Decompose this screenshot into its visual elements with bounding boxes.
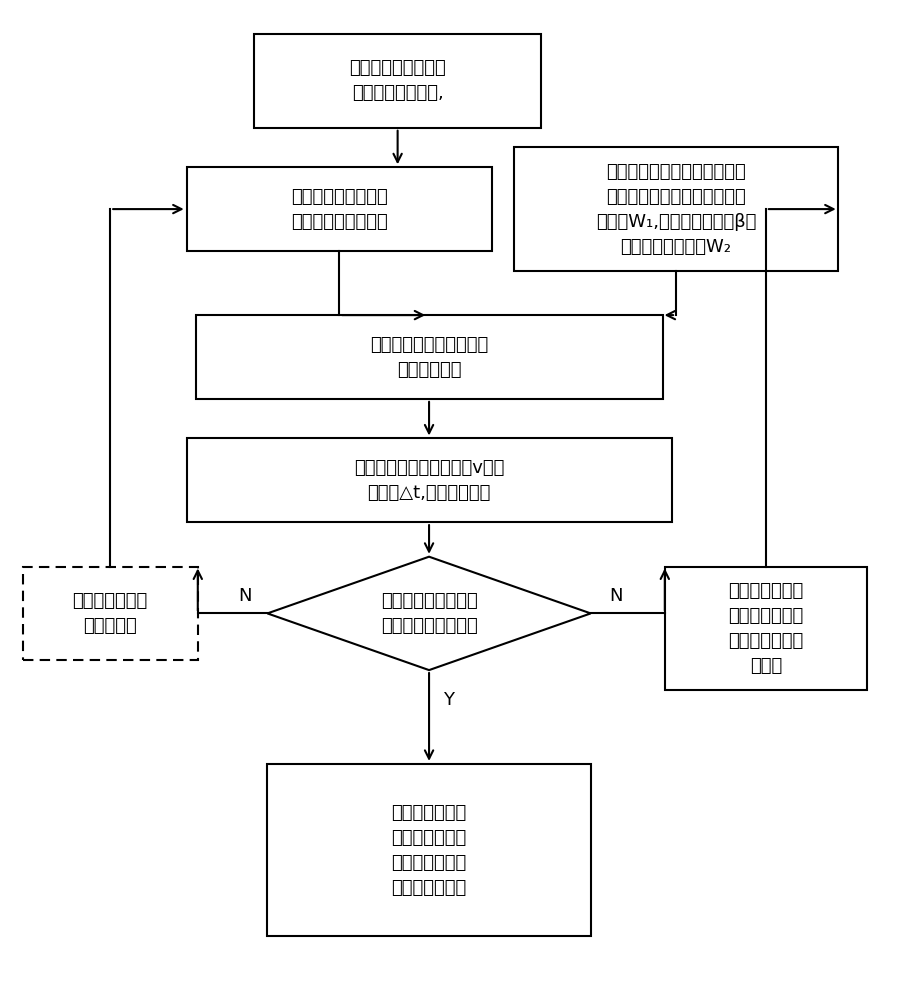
Text: 采集当前的新训
练样本数据反馈
给给模型进行更
新训练: 采集当前的新训 练样本数据反馈 给给模型进行更 新训练 (727, 582, 803, 675)
Polygon shape (267, 557, 590, 670)
Bar (664, 567, 866, 690)
Text: Y: Y (443, 691, 454, 709)
Text: 分别设定本阶段液位
和锤度的控制目标,: 分别设定本阶段液位 和锤度的控制目标, (349, 59, 445, 102)
Text: N: N (609, 587, 622, 605)
Bar (195, 315, 661, 399)
Text: 确定系统当前状态液
位和锤度的设定增量: 确定系统当前状态液 位和锤度的设定增量 (291, 188, 387, 231)
Bar (187, 438, 670, 522)
Bar (514, 147, 837, 271)
Text: 基于粒子群优化算法求解
系统目标函数: 基于粒子群优化算法求解 系统目标函数 (370, 336, 487, 379)
Text: 得出系统最优的物料流量v和进
给时间△t,并作用于系统: 得出系统最优的物料流量v和进 给时间△t,并作用于系统 (353, 459, 504, 502)
Bar (23, 567, 198, 660)
Text: 读取模型训练样本进行模型训
练，训练得出模型的隐含层输
入矩阵W₁,隐含层偏置向量β以
及以及输出层矩阵W₂: 读取模型训练样本进行模型训 练，训练得出模型的隐含层输 入矩阵W₁,隐含层偏置向… (595, 163, 755, 256)
Bar (267, 764, 590, 936)
Bar (253, 34, 541, 128)
Bar (187, 167, 491, 251)
Text: N: N (238, 587, 251, 605)
Text: 结束，进入下一
阶段，以下一阶
段的控制目标重
复执行以上步骤: 结束，进入下一 阶段，以下一阶 段的控制目标重 复执行以上步骤 (391, 804, 466, 897)
Text: 是否达到本阶段液位
和锤度的控制目标？: 是否达到本阶段液位 和锤度的控制目标？ (380, 592, 476, 635)
Text: 计算液位和锤度
的实际增量: 计算液位和锤度 的实际增量 (73, 592, 148, 635)
